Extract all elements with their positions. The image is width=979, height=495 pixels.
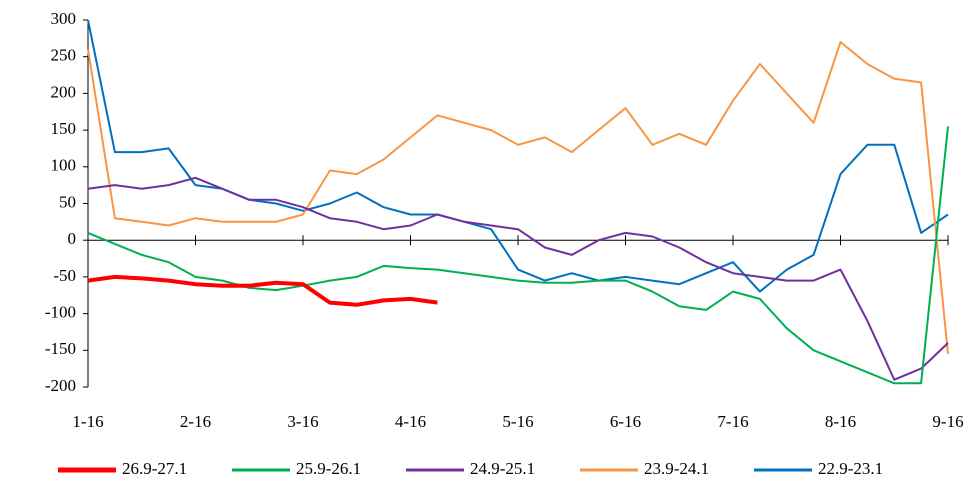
- y-tick-label: -200: [45, 376, 76, 395]
- y-tick-label: 150: [51, 119, 77, 138]
- y-tick-label: 100: [51, 156, 77, 175]
- x-tick-label: 1-16: [72, 412, 103, 431]
- y-tick-label: 300: [51, 9, 77, 28]
- x-tick-label: 3-16: [287, 412, 318, 431]
- y-tick-label: 250: [51, 46, 77, 65]
- y-tick-label: 200: [51, 82, 77, 101]
- x-tick-label: 5-16: [502, 412, 533, 431]
- x-tick-label: 2-16: [180, 412, 211, 431]
- series-line: [87, 126, 949, 385]
- series-line: [87, 176, 949, 381]
- x-tick-label: 6-16: [610, 412, 641, 431]
- series-line: [87, 274, 438, 307]
- y-tick-label: -50: [53, 266, 76, 285]
- y-tick-label: -100: [45, 303, 76, 322]
- x-tick-label: 8-16: [825, 412, 856, 431]
- y-tick-label: 0: [68, 229, 77, 248]
- x-tick-label: 9-16: [932, 412, 963, 431]
- x-tick-label: 4-16: [395, 412, 426, 431]
- y-tick-label: -150: [45, 339, 76, 358]
- legend-label: 24.9-25.1: [470, 459, 535, 478]
- legend-label: 26.9-27.1: [122, 459, 187, 478]
- series-line: [87, 41, 949, 355]
- legend-label: 25.9-26.1: [296, 459, 361, 478]
- series-line: [87, 19, 949, 293]
- legend-label: 22.9-23.1: [818, 459, 883, 478]
- y-tick-label: 50: [59, 192, 76, 211]
- x-tick-label: 7-16: [717, 412, 748, 431]
- legend-label: 23.9-24.1: [644, 459, 709, 478]
